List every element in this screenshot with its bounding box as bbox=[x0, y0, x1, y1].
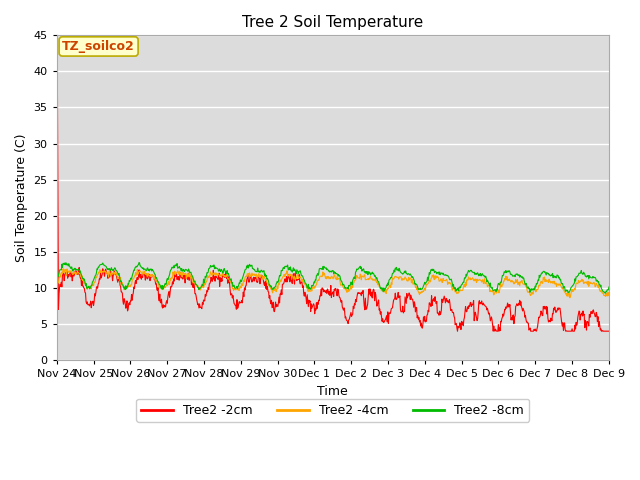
Title: Tree 2 Soil Temperature: Tree 2 Soil Temperature bbox=[242, 15, 424, 30]
Tree2 -4cm bbox=[588, 280, 595, 286]
Tree2 -2cm bbox=[156, 291, 164, 297]
Tree2 -8cm bbox=[79, 276, 87, 281]
Line: Tree2 -4cm: Tree2 -4cm bbox=[57, 269, 609, 298]
Tree2 -2cm bbox=[53, 296, 61, 301]
Tree2 -4cm bbox=[379, 288, 387, 294]
Tree2 -4cm bbox=[283, 271, 291, 276]
Y-axis label: Soil Temperature (C): Soil Temperature (C) bbox=[15, 133, 28, 262]
Tree2 -4cm bbox=[60, 266, 67, 272]
Tree2 -4cm bbox=[156, 285, 164, 290]
Line: Tree2 -2cm: Tree2 -2cm bbox=[57, 60, 609, 331]
Tree2 -8cm bbox=[578, 270, 586, 276]
Tree2 -2cm bbox=[80, 285, 88, 291]
Tree2 -8cm bbox=[135, 260, 143, 265]
Tree2 -2cm bbox=[283, 274, 291, 279]
Tree2 -8cm bbox=[587, 274, 595, 280]
Tree2 -2cm bbox=[605, 328, 612, 334]
Text: TZ_soilco2: TZ_soilco2 bbox=[62, 40, 135, 53]
Tree2 -8cm bbox=[602, 290, 609, 296]
Tree2 -2cm bbox=[579, 313, 586, 319]
Tree2 -8cm bbox=[283, 264, 291, 269]
Tree2 -8cm bbox=[53, 267, 61, 273]
Line: Tree2 -8cm: Tree2 -8cm bbox=[57, 263, 609, 293]
Tree2 -8cm bbox=[605, 284, 612, 290]
Tree2 -4cm bbox=[566, 295, 573, 300]
Tree2 -2cm bbox=[54, 58, 61, 63]
Tree2 -8cm bbox=[379, 287, 387, 292]
Tree2 -4cm bbox=[53, 274, 61, 280]
X-axis label: Time: Time bbox=[317, 384, 348, 397]
Tree2 -8cm bbox=[156, 282, 164, 288]
Tree2 -4cm bbox=[80, 280, 88, 286]
Legend: Tree2 -2cm, Tree2 -4cm, Tree2 -8cm: Tree2 -2cm, Tree2 -4cm, Tree2 -8cm bbox=[136, 399, 529, 422]
Tree2 -2cm bbox=[454, 328, 461, 334]
Tree2 -4cm bbox=[605, 289, 612, 295]
Tree2 -2cm bbox=[588, 309, 595, 314]
Tree2 -2cm bbox=[379, 316, 387, 322]
Tree2 -4cm bbox=[579, 278, 586, 284]
